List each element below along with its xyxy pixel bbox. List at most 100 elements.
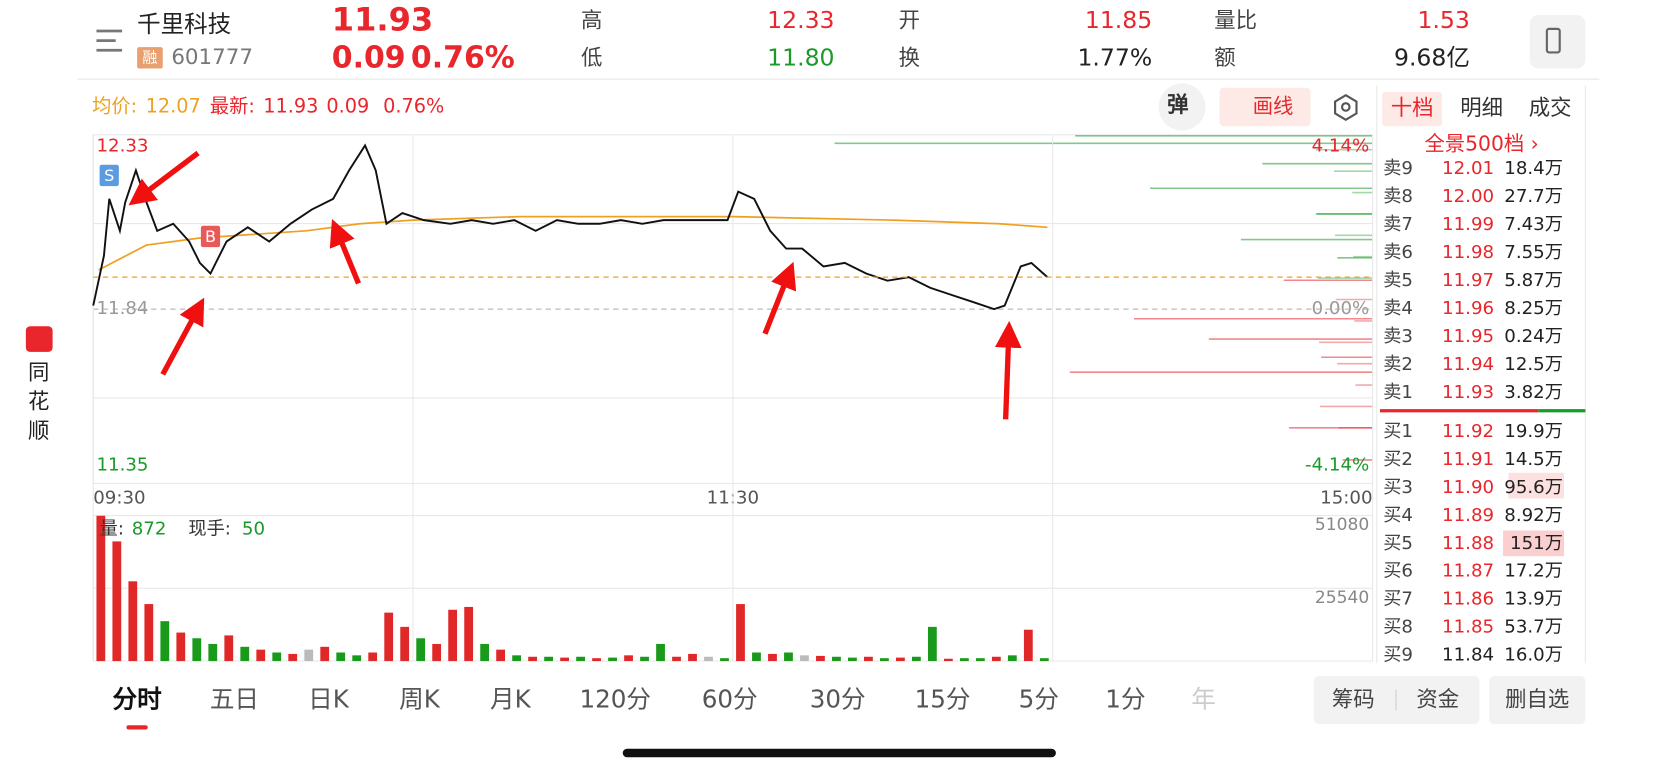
volume-bar <box>208 643 218 662</box>
volume-bar <box>352 655 362 662</box>
period-tab[interactable]: 5分 <box>1019 685 1059 714</box>
book-price: 11.85 <box>1442 617 1494 638</box>
period-tab[interactable]: 日K <box>308 685 350 714</box>
period-tab[interactable]: 120分 <box>579 685 651 714</box>
book-price: 11.91 <box>1442 449 1494 470</box>
bottom-button[interactable]: 删自选 <box>1505 688 1569 713</box>
trade-marker <box>200 225 221 248</box>
book-volume: 17.2万 <box>1504 561 1563 582</box>
volume-bar <box>336 652 346 662</box>
book-volume: 14.5万 <box>1504 449 1563 470</box>
popup-button[interactable] <box>1158 83 1206 131</box>
book-tab[interactable]: 十档 <box>1391 96 1434 121</box>
period-tab[interactable]: 1分 <box>1105 685 1145 714</box>
book-price: 12.00 <box>1442 186 1494 207</box>
book-label: 卖4 <box>1383 298 1413 319</box>
device-button[interactable] <box>1529 14 1586 69</box>
popup-label[interactable]: 弹 <box>1167 93 1188 118</box>
book-link[interactable]: 全景500档 › <box>1424 131 1538 155</box>
y-tick-label: 12.33 <box>96 136 148 157</box>
volume-bar <box>784 652 793 662</box>
volume-bar <box>496 649 506 662</box>
stat-value: 11.80 <box>767 43 834 71</box>
book-price: 11.86 <box>1442 589 1494 610</box>
active-tab-underline <box>126 725 148 730</box>
stat-label: 额 <box>1214 46 1235 71</box>
latest-value: 11.93 <box>263 94 318 117</box>
stock-tag: 融 <box>142 48 157 66</box>
draw-button[interactable] <box>1219 87 1311 127</box>
price: 11.93 <box>332 0 433 38</box>
volume-bar <box>1039 658 1049 662</box>
volume-bar <box>368 652 378 662</box>
latest-label: 最新: <box>210 94 255 117</box>
book-volume: 16.0万 <box>1504 644 1563 665</box>
book-price: 11.93 <box>1442 382 1494 403</box>
tag-badge <box>137 47 163 69</box>
book-volume: 27.7万 <box>1504 186 1563 207</box>
settings-icon-dot <box>1340 102 1351 112</box>
stat-value: 12.33 <box>767 6 834 34</box>
book-tab[interactable]: 明细 <box>1460 96 1503 121</box>
volume-bar <box>288 653 298 662</box>
volume-bar <box>128 581 138 662</box>
book-volume: 13.9万 <box>1504 589 1563 610</box>
period-tab[interactable]: 30分 <box>810 685 866 714</box>
series-line <box>98 215 1048 271</box>
chart-frame <box>92 85 1586 664</box>
book-label: 卖3 <box>1383 326 1413 347</box>
period-tab[interactable]: 15分 <box>915 685 971 714</box>
book-tab[interactable]: 成交 <box>1529 96 1572 121</box>
bottom-button[interactable]: 资金 <box>1416 688 1459 713</box>
change-pct: 0.76% <box>411 40 515 75</box>
hand-label: 现手: <box>188 518 230 539</box>
book-price: 11.90 <box>1442 477 1494 498</box>
brand-icon[interactable] <box>25 326 53 352</box>
book-label: 买9 <box>1383 644 1413 665</box>
book-volume: 3.82万 <box>1504 382 1563 403</box>
settings-icon[interactable] <box>1334 93 1358 122</box>
remove-button[interactable] <box>1489 676 1586 725</box>
book-label: 买1 <box>1383 421 1413 442</box>
brand-char: 同 <box>28 360 49 385</box>
draw-label[interactable]: 画线 <box>1253 94 1294 118</box>
volume-bar <box>112 541 122 662</box>
trade-marker-label: B <box>205 227 216 246</box>
volume-bar <box>224 635 234 662</box>
stock-code: 601777 <box>171 45 253 70</box>
volume-bar <box>448 609 458 662</box>
volume-bar <box>544 656 553 662</box>
volume-bar <box>192 638 202 662</box>
menu-icon[interactable] <box>96 29 123 52</box>
brand-char: 顺 <box>28 419 49 444</box>
period-tab[interactable]: 60分 <box>702 685 758 714</box>
volume-bar <box>272 652 282 662</box>
volume-bar <box>480 643 490 662</box>
arrow <box>128 150 200 206</box>
volume-bar <box>560 657 569 662</box>
y2-tick-label: -4.14% <box>1305 454 1369 475</box>
volume-bar <box>672 656 681 662</box>
book-label: 卖5 <box>1383 270 1413 291</box>
period-tab[interactable]: 年 <box>1191 685 1216 714</box>
avg-value: 12.07 <box>146 94 201 117</box>
bottom-button[interactable]: 筹码 <box>1332 688 1375 713</box>
book-label: 买4 <box>1383 505 1413 526</box>
period-tab[interactable]: 月K <box>490 685 532 714</box>
period-tab[interactable]: 五日 <box>210 685 259 714</box>
y2-tick-label: 4.14% <box>1312 136 1370 157</box>
volume-highlight <box>1508 472 1564 499</box>
volume-bar <box>975 658 985 662</box>
period-tab[interactable]: 周K <box>399 685 441 714</box>
device-icon <box>1545 27 1561 54</box>
book-price: 11.89 <box>1442 505 1494 526</box>
x-tick-label: 09:30 <box>93 487 145 508</box>
period-tab[interactable]: 分时 <box>112 685 162 714</box>
volume-bar <box>416 638 426 662</box>
volume-bar <box>1007 655 1017 662</box>
x-tick-label: 15:00 <box>1320 487 1372 508</box>
volume-bar <box>512 655 522 662</box>
volume-bar <box>96 515 106 662</box>
brand-char: 花 <box>28 390 49 415</box>
